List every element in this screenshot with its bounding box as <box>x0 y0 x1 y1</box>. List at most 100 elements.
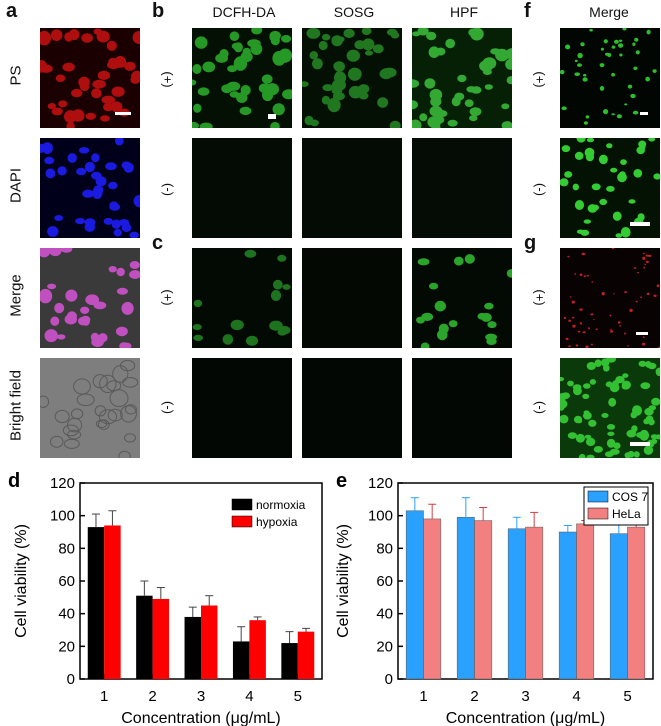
cell <box>412 100 418 110</box>
cell <box>560 178 569 187</box>
cell <box>611 45 616 49</box>
cell <box>580 229 590 236</box>
cell <box>643 418 650 425</box>
legend-swatch <box>587 490 609 503</box>
cell <box>240 85 251 96</box>
cell <box>56 334 66 340</box>
cell <box>250 42 263 55</box>
cell <box>575 419 583 424</box>
y-tick-label: 0 <box>67 671 75 688</box>
cell <box>78 76 90 88</box>
cell <box>506 76 512 85</box>
cell <box>616 114 622 119</box>
cell <box>67 153 77 163</box>
cell <box>55 74 66 82</box>
cell <box>230 319 244 331</box>
dapi-cells <box>40 138 140 238</box>
cell <box>240 51 253 63</box>
cell <box>569 296 572 298</box>
cell <box>420 342 430 348</box>
cell <box>464 99 474 107</box>
cell <box>91 337 104 348</box>
x-axis-label: Concentration (μg/mL) <box>446 710 606 726</box>
cell <box>108 266 117 273</box>
cell <box>563 316 566 320</box>
row-label-merge: Merge <box>7 274 25 317</box>
cell <box>645 361 652 368</box>
cell <box>620 159 627 165</box>
cell <box>648 405 657 411</box>
cell <box>636 272 639 274</box>
cell <box>193 103 202 113</box>
cell <box>49 248 62 257</box>
cell <box>487 321 497 329</box>
cell <box>583 219 591 224</box>
panel-label-c: c <box>152 232 164 254</box>
cell <box>640 382 651 390</box>
cell <box>332 79 346 91</box>
image-merge-a <box>40 248 140 348</box>
cell <box>335 71 344 78</box>
y-tick-label: 60 <box>376 573 393 590</box>
bar-hypoxia <box>152 598 170 679</box>
cell <box>93 301 107 310</box>
cell <box>109 203 121 211</box>
cell <box>607 53 612 57</box>
cell <box>560 69 565 75</box>
cell <box>471 86 482 94</box>
cell <box>579 308 583 311</box>
cell <box>633 267 637 269</box>
image-c-dcfh-plus <box>192 248 292 348</box>
cell <box>76 393 95 407</box>
cell <box>606 438 616 448</box>
cell <box>620 227 631 238</box>
cell <box>632 110 639 115</box>
cell <box>571 300 575 304</box>
cell <box>429 282 439 290</box>
panel-label-a: a <box>6 0 18 22</box>
bar-hypoxia <box>201 605 218 679</box>
cell <box>412 79 420 88</box>
bar-cos-7 <box>609 533 628 680</box>
cell <box>568 319 572 322</box>
cell <box>601 292 605 296</box>
cell <box>129 270 140 279</box>
cell <box>309 51 319 60</box>
cell <box>116 287 128 295</box>
cell <box>629 308 633 313</box>
x-tick-label: 1 <box>100 688 108 705</box>
cell <box>484 302 494 310</box>
cell <box>261 74 273 84</box>
cell <box>581 252 586 256</box>
cell <box>361 28 372 36</box>
image-c-hpf-minus <box>412 358 512 458</box>
cell <box>62 62 75 72</box>
cell <box>627 84 633 89</box>
cell <box>612 211 622 221</box>
cell <box>617 321 621 324</box>
cell <box>343 28 355 38</box>
cell <box>606 424 616 430</box>
cell <box>604 451 614 458</box>
cell <box>571 316 575 319</box>
cell <box>85 294 100 305</box>
cell <box>633 451 640 458</box>
bar-hypoxia <box>249 620 266 679</box>
bar-hela <box>474 520 493 680</box>
cell <box>618 43 624 48</box>
sign-c-plus: (+) <box>160 289 176 306</box>
cell <box>122 377 139 388</box>
panel-label-d: d <box>8 470 20 492</box>
cell <box>567 380 574 387</box>
cell <box>434 300 446 312</box>
cell <box>603 39 608 44</box>
cell <box>485 333 497 341</box>
cell <box>613 442 621 449</box>
cell <box>270 122 280 128</box>
sign-f-minus: (-) <box>533 183 548 196</box>
panel-label-f: f <box>524 0 531 22</box>
cell <box>641 342 646 346</box>
image-c-hpf-plus <box>412 248 512 348</box>
cell <box>121 161 132 169</box>
cell <box>584 147 595 158</box>
